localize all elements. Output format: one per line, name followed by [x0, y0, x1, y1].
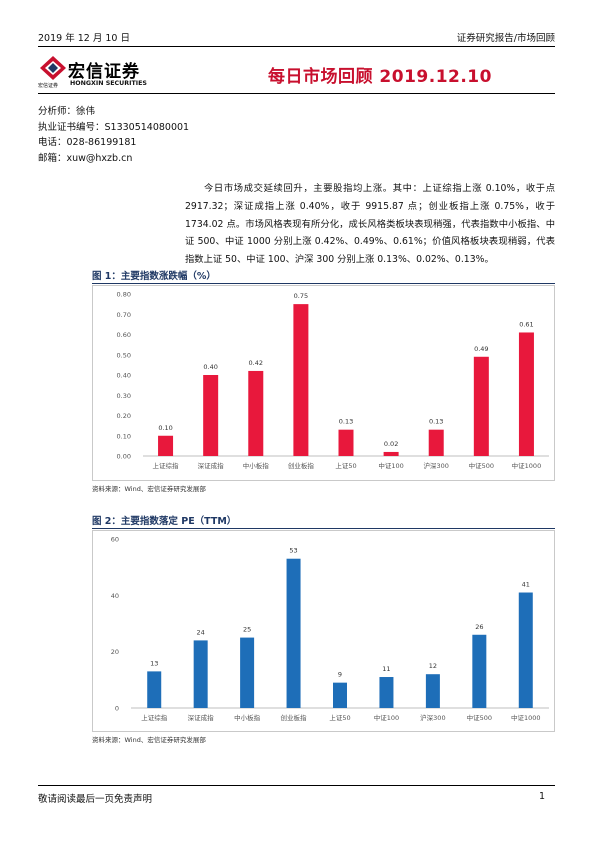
chart1-ytick-label: 0.10 [117, 432, 131, 440]
chart2-data-label: 9 [338, 671, 342, 679]
chart2-ytick-label: 60 [111, 536, 119, 544]
chart1-xtick-label: 创业板指 [288, 461, 315, 470]
chart1-bar [428, 429, 444, 456]
analyst-phone: 电话：028-86199181 [38, 137, 137, 149]
report-date: 2019 年 12 月 10 日 [38, 33, 130, 44]
summary-paragraph: 今日市场成交延续回升，主要股指均上涨。其中：上证综指上涨 0.10%，收于点 2… [185, 183, 555, 266]
chart1-data-label: 0.42 [249, 359, 263, 367]
chart1-xtick-label: 中证100 [378, 461, 403, 470]
analyst-license: 执业证书编号：S1330514080001 [38, 121, 190, 133]
company-logo: 宏信证券 宏信证券 HONGXIN SECURITIES [38, 54, 160, 90]
chart2-data-label: 12 [429, 662, 437, 670]
chart2-bar [425, 674, 440, 708]
chart1-ytick-label: 0.70 [117, 311, 131, 319]
chart1-bar [158, 435, 174, 456]
figure-2-rule [92, 528, 555, 529]
chart2-data-label: 53 [289, 547, 297, 555]
chart2-xtick-label: 沪深300 [420, 713, 445, 722]
report-title: 每日市场回顾 2019.12.10 [268, 67, 492, 87]
chart1-data-label: 0.75 [294, 292, 308, 300]
chart2-bar [518, 592, 533, 708]
chart1-xtick-label: 中小板指 [243, 461, 270, 470]
header-rule [38, 46, 555, 47]
page-number: 1 [538, 791, 545, 802]
chart1-ytick-label: 0.20 [117, 412, 131, 420]
chart1-bar [473, 356, 489, 456]
chart2-data-label: 13 [150, 659, 158, 667]
chart1-xtick-label: 中证1000 [512, 461, 542, 470]
chart2-ytick-label: 40 [111, 592, 119, 600]
figure-1-title: 图 1：主要指数涨跌幅（%） [92, 271, 216, 282]
chart1-bar [248, 370, 264, 456]
chart2-bar [147, 671, 162, 708]
chart2-data-label: 11 [382, 665, 390, 673]
chart2-data-label: 26 [475, 623, 483, 631]
figure-1-source: 资料来源：Wind、宏信证券研究发展部 [92, 485, 206, 493]
chart1-bar [203, 375, 219, 456]
chart1-bar [338, 429, 354, 456]
figure-1-chart: 0.00 0.10 0.20 0.30 0.40 0.50 0.60 0.70 0.80 0.10… [117, 291, 549, 470]
chart1-xtick-label: 上证综指 [153, 461, 180, 470]
chart1-xtick-label: 中证500 [469, 461, 494, 470]
chart2-xtick-label: 中证1000 [511, 713, 541, 722]
chart2-xtick-label: 中证500 [467, 713, 492, 722]
analyst-info: 分析师：徐伟 执业证书编号：S1330514080001 电话：028-8619… [38, 104, 189, 166]
chart2-bar [333, 682, 347, 708]
chart2-bar [193, 640, 208, 708]
page-header: 2019 年 12 月 10 日 证券研究报告/市场回顾 [38, 30, 555, 44]
chart1-data-label: 0.13 [339, 418, 353, 426]
chart1-ytick-label: 0.40 [117, 372, 131, 380]
chart1-ytick-label: 0.00 [117, 453, 131, 461]
chart1-bar [383, 451, 399, 456]
chart2-bar [472, 634, 487, 708]
chart1-data-label: 0.02 [384, 440, 398, 448]
chart1-data-label: 0.13 [429, 418, 443, 426]
footer-disclaimer: 敬请阅读最后一页免责声明 [38, 794, 153, 805]
chart1-data-label: 0.49 [474, 345, 488, 353]
chart2-xtick-label: 创业板指 [281, 713, 308, 722]
chart1-ytick-label: 0.50 [117, 351, 131, 359]
chart1-xtick-label: 沪深300 [424, 461, 449, 470]
chart2-xtick-label: 上证50 [329, 713, 350, 722]
chart1-ytick-label: 0.80 [117, 291, 131, 299]
chart1-bar [518, 332, 534, 456]
chart2-xtick-label: 深证成指 [188, 713, 215, 722]
analyst-name: 分析师：徐伟 [38, 106, 96, 117]
chart2-bar [379, 677, 394, 708]
logo-brand-text: 宏信证券 [68, 62, 140, 82]
chart1-data-label: 0.61 [519, 320, 533, 328]
chart1-xtick-label: 深证成指 [198, 461, 225, 470]
chart2-ytick-label: 20 [111, 648, 119, 656]
figure-1-frame: 0.00 0.10 0.20 0.30 0.40 0.50 0.60 0.70 0.80 0.10… [92, 285, 555, 481]
analyst-email: 邮箱：xuw@hxzb.cn [38, 152, 133, 164]
chart2-data-label: 41 [522, 581, 530, 589]
chart1-ytick-label: 0.30 [117, 392, 131, 400]
chart2-xtick-label: 中证100 [374, 713, 399, 722]
chart2-xtick-label: 中小板指 [234, 713, 261, 722]
chart1-bar [293, 304, 309, 456]
chart2-xtick-label: 上证综指 [141, 713, 168, 722]
chart2-bar [240, 637, 255, 708]
chart1-data-label: 0.40 [203, 363, 217, 371]
chart2-data-label: 25 [243, 626, 251, 634]
footer-rule [38, 785, 555, 786]
figure-2-chart: 0 20 40 60 13 上证综指 24 深证成指 25 中小板指 53 创业板指 9 上证50 11 中证… [111, 536, 549, 722]
figure-1-rule [92, 283, 555, 284]
figure-2-title: 图 2：主要指数落定 PE（TTM） [92, 516, 237, 527]
logo-mark-icon [40, 56, 66, 80]
market-summary: 今日市场成交延续回升，主要股指均上涨。其中：上证综指上涨 0.10%，收于点 2… [185, 180, 555, 269]
chart2-data-label: 24 [197, 628, 205, 636]
chart1-xtick-label: 上证50 [335, 461, 356, 470]
chart1-ytick-label: 0.60 [117, 331, 131, 339]
chart1-data-label: 0.10 [158, 424, 172, 432]
chart2-bar [286, 558, 301, 708]
logo-sub-cn: 宏信证券 [38, 83, 59, 89]
title-rule [38, 93, 555, 94]
breadcrumb: 证券研究报告/市场回顾 [456, 33, 555, 44]
figure-2-source: 资料来源：Wind、宏信证券研究发展部 [92, 736, 206, 744]
logo-sub-en: HONGXIN SECURITIES [70, 80, 147, 87]
figure-2-frame: 0 20 40 60 13 上证综指 24 深证成指 25 中小板指 53 创业板指 9 上证50 11 中证… [92, 530, 555, 732]
chart2-ytick-label: 0 [115, 705, 119, 713]
